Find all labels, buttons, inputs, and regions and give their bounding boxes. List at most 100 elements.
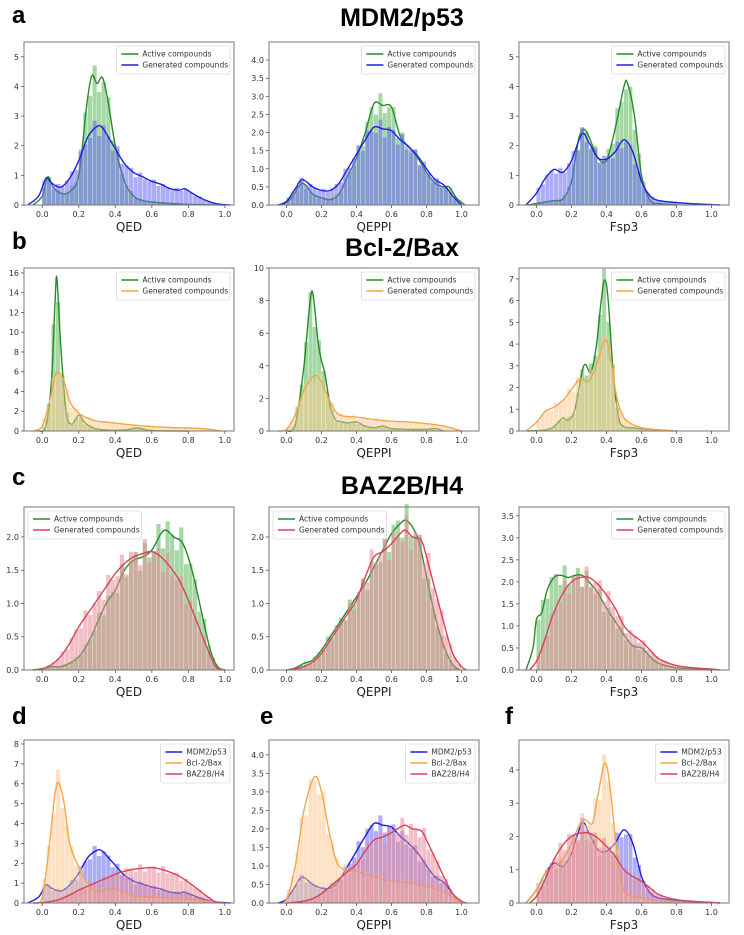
- histogram-bar: [56, 659, 61, 670]
- x-axis-label: Fsp3: [610, 446, 638, 460]
- histogram-bar: [650, 429, 655, 431]
- histogram-bar: [430, 423, 435, 431]
- legend-label: Active compounds: [387, 50, 456, 59]
- histogram-bar: [580, 379, 585, 431]
- histogram-bar: [115, 423, 120, 431]
- y-tick-label: 4: [259, 362, 264, 371]
- y-tick-label: 1: [509, 405, 514, 414]
- histogram-bar: [597, 580, 602, 670]
- histogram-bar: [142, 426, 147, 431]
- histogram-bar: [330, 840, 335, 903]
- y-tick-label: 8: [259, 297, 264, 306]
- y-tick-label: 0.5: [6, 633, 19, 642]
- histogram-bar: [42, 878, 47, 903]
- histogram-bar: [51, 900, 56, 903]
- y-tick-label: 0.5: [251, 633, 264, 642]
- x-tick-label: 0.2: [72, 436, 85, 445]
- x-tick-label: 0.6: [635, 210, 648, 219]
- legend-label: Bcl-2/Bax: [186, 759, 222, 768]
- legend: Active compounds Generated compounds: [611, 510, 726, 540]
- histogram-bar: [312, 381, 317, 431]
- histogram-bar: [170, 873, 175, 903]
- histogram-bar: [637, 170, 642, 205]
- histogram-bar: [119, 424, 125, 431]
- histogram-bar: [286, 425, 291, 431]
- histogram-bar: [334, 413, 339, 431]
- y-tick-label: 2.0: [251, 825, 264, 834]
- y-tick-label: 7: [14, 760, 19, 769]
- histogram-bar: [356, 419, 361, 431]
- histogram-bar: [457, 898, 462, 903]
- histogram-bar: [602, 754, 607, 903]
- histogram-bar: [174, 188, 179, 205]
- histogram-bar: [295, 406, 300, 431]
- histogram-bar: [138, 425, 143, 431]
- histogram-bar: [615, 615, 620, 670]
- histogram-bar: [536, 420, 541, 431]
- histogram-bar: [299, 667, 304, 670]
- histogram-bar: [545, 635, 550, 670]
- histogram-bar: [536, 187, 541, 205]
- histogram-bar: [295, 852, 300, 903]
- y-tick-label: 2.5: [501, 556, 514, 565]
- histogram-bar: [602, 838, 607, 903]
- y-tick-label: 2.5: [251, 806, 264, 815]
- histogram-bar: [165, 873, 170, 903]
- histogram-bar: [659, 200, 663, 205]
- chart-d: 0.0 0.2 0.4 0.6 0.8 1.0 0 1 2 3 4 5 6 7 8 QED MDM2/p53 Bc…: [14, 739, 235, 932]
- y-tick-label: 16: [9, 269, 19, 278]
- histogram-bar: [165, 553, 170, 670]
- x-tick-label: 0.6: [385, 436, 398, 445]
- histogram-bar: [56, 899, 61, 903]
- panel-letter-a: a: [12, 2, 26, 29]
- legend: Active compounds Generated compounds: [611, 45, 726, 75]
- y-tick-label: 1: [14, 879, 19, 888]
- histogram-bar: [360, 578, 365, 670]
- chart-b1: 0.0 0.2 0.4 0.6 0.8 1.0 0 2 4 6 8 10 12 14 16 QED Active…: [9, 267, 235, 460]
- kde-line: [286, 824, 468, 904]
- histogram-bar: [562, 581, 567, 670]
- histogram-bar: [615, 401, 620, 431]
- histogram-bar: [197, 889, 202, 903]
- y-tick-label: 4.0: [251, 751, 264, 760]
- histogram-bar: [663, 660, 668, 670]
- x-tick-label: 0.4: [600, 210, 613, 219]
- histogram-bar: [654, 200, 659, 205]
- histogram-bar: [343, 870, 348, 903]
- x-tick-label: 0.0: [36, 210, 49, 219]
- histogram-bar: [378, 555, 383, 670]
- histogram-bar: [641, 185, 646, 205]
- x-tick-label: 0.8: [182, 908, 195, 917]
- x-tick-label: 1.0: [219, 908, 232, 917]
- histogram-bar: [422, 161, 427, 205]
- x-tick-label: 0.0: [280, 210, 293, 219]
- histogram-bar: [129, 551, 134, 670]
- histogram-bar: [183, 878, 188, 903]
- y-tick-label: 3: [509, 799, 514, 808]
- histogram-bar: [417, 422, 422, 431]
- histogram-bar: [637, 877, 642, 903]
- x-tick-label: 0.2: [315, 210, 328, 219]
- histogram-bar: [409, 149, 413, 205]
- chart-c3: 0.0 0.2 0.4 0.6 0.8 1.0 0.0 0.5 1.0 1.5 2.0 2.5 3.0 3…: [501, 506, 730, 699]
- y-tick-label: 1.0: [251, 165, 264, 174]
- histogram-bar: [179, 427, 184, 431]
- histogram-bar: [188, 428, 193, 431]
- y-tick-label: 4: [509, 82, 514, 91]
- histogram-bar: [422, 562, 427, 670]
- legend-label: Generated compounds: [637, 61, 723, 70]
- histogram-bar: [628, 833, 633, 903]
- histogram-bar: [60, 651, 65, 670]
- histogram-bar: [334, 184, 339, 205]
- legend: Active compounds Generated compounds: [116, 45, 231, 75]
- histogram-bar: [286, 197, 291, 205]
- histogram-bar: [304, 900, 308, 903]
- histogram-bar: [308, 292, 313, 431]
- histogram-bar: [619, 412, 624, 431]
- legend: Active compounds Generated compounds: [27, 510, 142, 540]
- x-tick-label: 1.0: [219, 210, 232, 219]
- histogram-bar: [129, 167, 134, 205]
- x-tick-label: 0.8: [670, 436, 683, 445]
- histogram-bar: [444, 426, 448, 431]
- histogram-bar: [632, 879, 637, 903]
